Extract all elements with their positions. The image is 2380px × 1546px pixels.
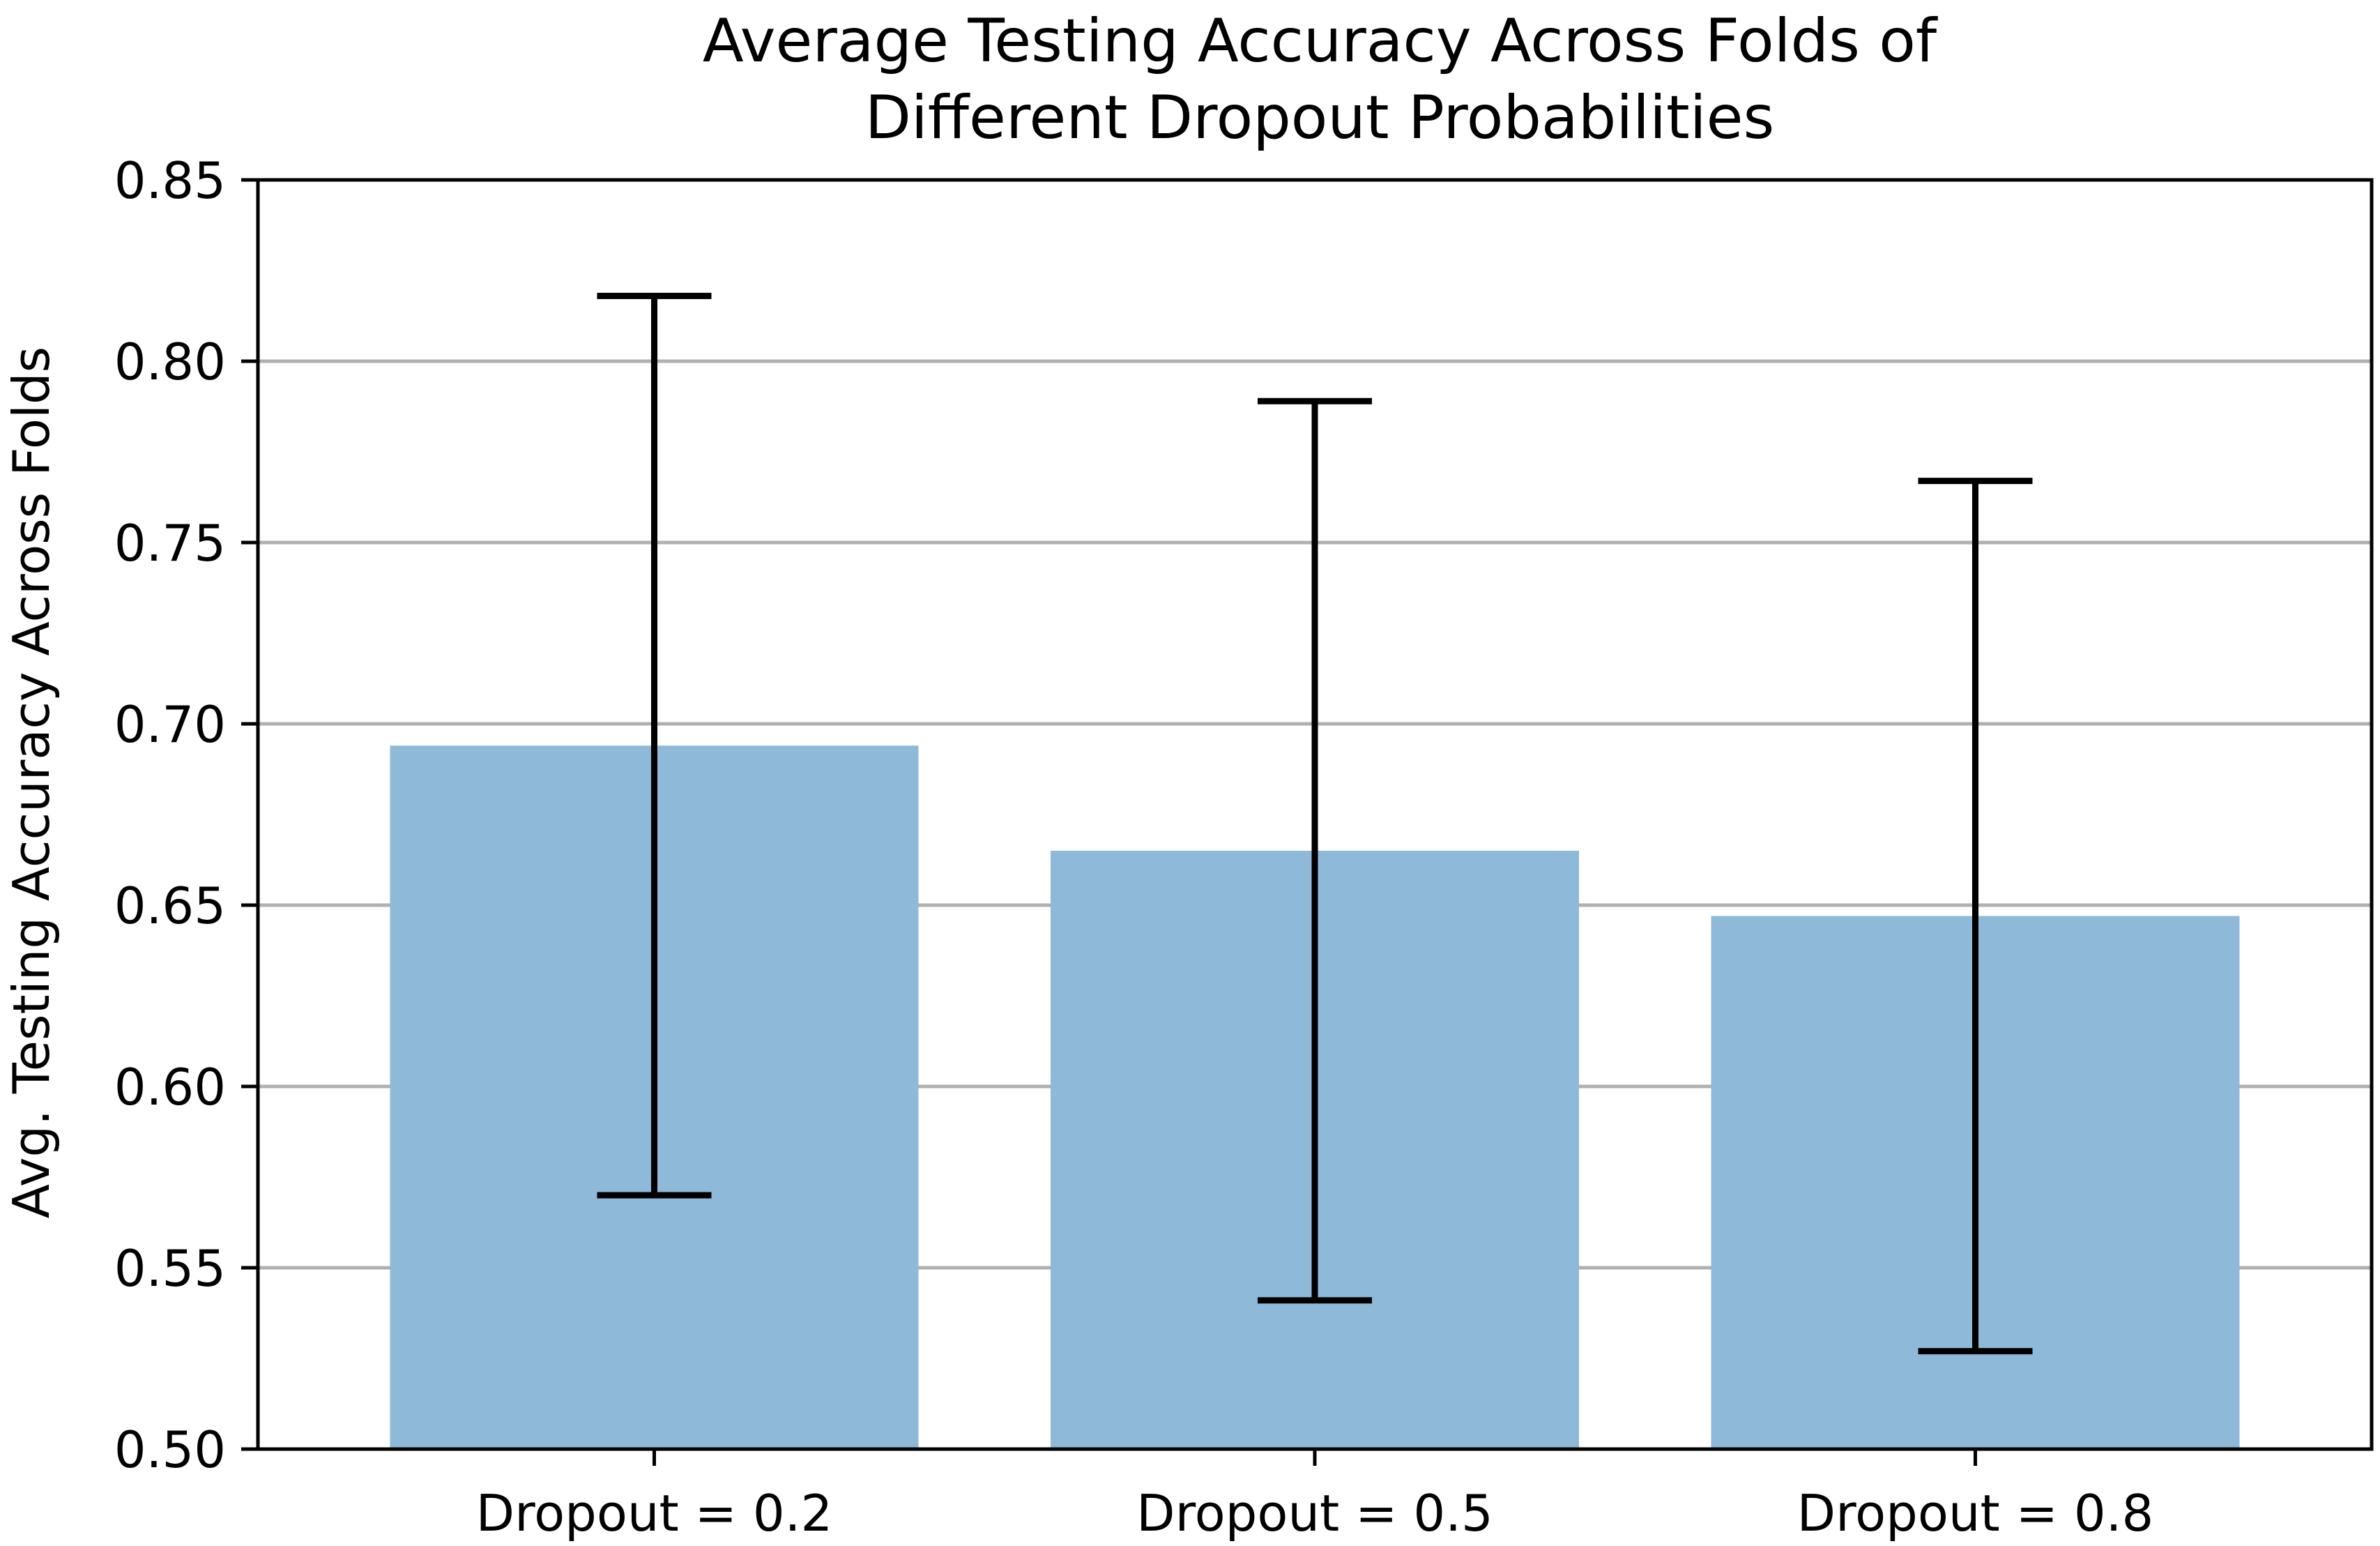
x-tick-label: Dropout = 0.5 [1136,1484,1493,1543]
y-tick-label: 0.75 [114,514,226,573]
y-axis-ticks: 0.50 0.55 0.60 0.65 0.70 0.75 0.80 0.85 [114,151,258,1479]
chart-title: Average Testing Accuracy Across Folds of… [703,6,1938,153]
x-tick-label: Dropout = 0.8 [1797,1484,2154,1543]
y-axis-label: Avg. Testing Accuracy Across Folds [2,347,61,1218]
y-tick-label: 0.80 [114,333,226,391]
y-tick-label: 0.65 [114,877,226,935]
x-tick-label: Dropout = 0.2 [476,1484,833,1543]
chart-title-line-2: Different Dropout Probabilities [865,83,1775,153]
y-tick-label: 0.50 [114,1420,226,1479]
y-tick-label: 0.85 [114,151,226,210]
chart-title-line-1: Average Testing Accuracy Across Folds of [703,6,1938,76]
y-tick-label: 0.70 [114,695,226,754]
y-tick-label: 0.55 [114,1239,226,1298]
error-bars [597,292,2033,1355]
y-tick-label: 0.60 [114,1058,226,1116]
x-axis-ticks: Dropout = 0.2 Dropout = 0.5 Dropout = 0.8 [476,1449,2154,1543]
